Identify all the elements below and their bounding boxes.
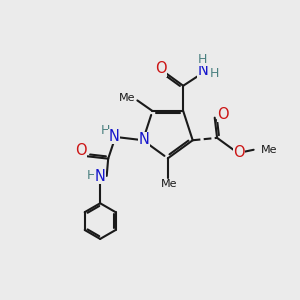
Text: Me: Me xyxy=(161,179,178,189)
Text: O: O xyxy=(217,107,229,122)
Text: H: H xyxy=(101,124,110,137)
Text: N: N xyxy=(197,63,208,78)
Text: H: H xyxy=(210,68,219,80)
Text: H: H xyxy=(198,53,208,66)
Text: O: O xyxy=(155,61,167,76)
Text: N: N xyxy=(139,132,150,147)
Text: O: O xyxy=(75,143,87,158)
Text: N: N xyxy=(109,129,120,144)
Text: O: O xyxy=(233,145,244,160)
Text: Me: Me xyxy=(261,145,278,155)
Text: N: N xyxy=(95,169,106,184)
Text: Me: Me xyxy=(118,93,135,103)
Text: H: H xyxy=(87,169,97,182)
